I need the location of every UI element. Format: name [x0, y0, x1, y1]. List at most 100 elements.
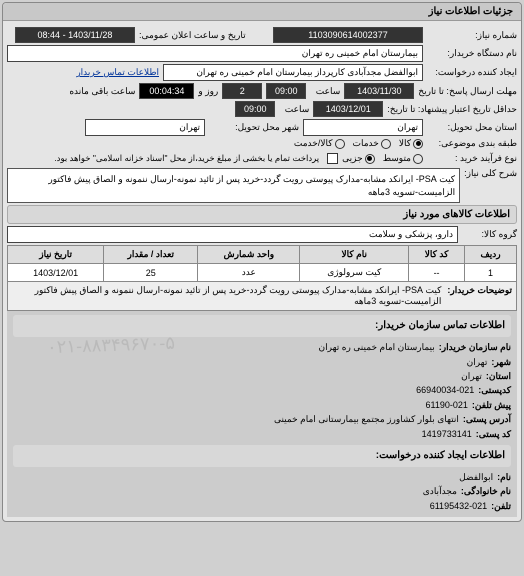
cell-qty: 25: [104, 264, 198, 282]
kv-province: استان: تهران: [13, 369, 511, 383]
province-label: استان:: [486, 369, 511, 383]
row-packaging: طبقه بندی موضوعی: کالا خدمات کالا/خدمت: [7, 138, 517, 149]
validity-label: حداقل تاریخ اعتبار پیشنهاد: تا تاریخ:: [387, 104, 517, 115]
kv-zip: کدپستی: 66940034-021: [13, 383, 511, 397]
process-radio-group: متوسط جزیی: [342, 153, 423, 164]
zip-value: 66940034-021: [416, 383, 474, 397]
need-number-label: شماره نیاز:: [427, 30, 517, 41]
address-label: آدرس پستی:: [463, 412, 511, 426]
details-panel: جزئیات اطلاعات نیاز شماره نیاز: 11030906…: [2, 2, 522, 522]
radio-kala-label: کالا: [399, 138, 411, 149]
cell-name: کیت سرولوژی: [300, 264, 409, 282]
remain-days-label: روز و: [198, 86, 218, 97]
org-label: نام سازمان خریدار:: [439, 340, 511, 354]
tel-label: تلفن:: [491, 499, 511, 513]
row-process: نوع فرآیند خرید : متوسط جزیی پرداخت تمام…: [7, 151, 517, 166]
phone-value: 61190-021: [426, 398, 468, 412]
delivery-city: تهران: [85, 119, 205, 136]
buyer-notes-value: کیت PSA- ایرانکد مشابه-مدارک پیوستی رویت…: [12, 285, 441, 307]
radio-dot-icon: [335, 139, 345, 149]
contact-link[interactable]: اطلاعات تماس خریدار: [76, 67, 159, 78]
col-name: نام کالا: [300, 246, 409, 264]
kv-tel: تلفن: 61195432-021: [13, 499, 511, 513]
col-code: کد کالا: [409, 246, 465, 264]
fname-label: نام:: [497, 470, 511, 484]
requester-label: ایجاد کننده درخواست:: [427, 67, 517, 78]
delivery-province-label: استان محل تحویل:: [427, 122, 517, 133]
radio-partial-label: جزیی: [342, 153, 363, 164]
lname-value: مجدآبادی: [423, 484, 457, 498]
process-label: نوع فرآیند خرید :: [427, 153, 517, 164]
radio-dot-icon: [381, 139, 391, 149]
goods-group-value: دارو، پزشکی و سلامت: [7, 226, 458, 243]
goods-section-title: اطلاعات کالاهای مورد نیاز: [7, 205, 517, 224]
kv-org: نام سازمان خریدار: بیمارستان امام خمینی ر…: [13, 340, 511, 354]
need-number-value: 1103090614002377: [273, 27, 423, 43]
remain-time: 00:04:34: [139, 83, 194, 99]
announce-value: 1403/11/28 - 08:44: [15, 27, 135, 43]
fname-value: ابوالفضل: [459, 470, 493, 484]
buyer-org-value: بیمارستان امام خمینی ره تهران: [7, 45, 423, 62]
requester-value: ابوالفضل مجدآبادی کارپرداز بیمارستان اما…: [163, 64, 423, 81]
zip-label: کدپستی:: [478, 383, 511, 397]
goods-group-label: گروه کالا:: [462, 229, 517, 240]
payment-note: پرداخت تمام یا بخشی از مبلغ خرید،از محل …: [50, 151, 323, 166]
time-label-2: ساعت: [279, 104, 309, 115]
kv-fname: نام: ابوالفضل: [13, 470, 511, 484]
pobox-value: 1419733141: [422, 427, 472, 441]
city-label: شهر:: [491, 355, 511, 369]
requester-section-title: اطلاعات ایجاد کننده درخواست:: [13, 445, 511, 467]
validity-time: 09:00: [235, 101, 275, 117]
kv-city: شهر:تهران: [13, 355, 511, 369]
cell-index: 1: [465, 264, 517, 282]
radio-small-label: متوسط: [383, 153, 411, 164]
payment-checkbox[interactable]: [327, 153, 338, 164]
row-general-title: شرح کلی نیاز: کیت PSA- ایرانکد مشابه-مدا…: [7, 168, 517, 203]
row-delivery: استان محل تحویل: تهران شهر محل تحویل: ته…: [7, 119, 517, 136]
lname-label: نام خانوادگی:: [461, 484, 511, 498]
cell-code: --: [409, 264, 465, 282]
radio-small[interactable]: متوسط: [383, 153, 423, 164]
buyer-notes-label: توضیحات خریدار:: [447, 285, 512, 307]
col-unit: واحد شمارش: [198, 246, 300, 264]
radio-partial[interactable]: جزیی: [342, 153, 375, 164]
panel-title: جزئیات اطلاعات نیاز: [3, 3, 521, 21]
row-requester: ایجاد کننده درخواست: ابوالفضل مجدآبادی ک…: [7, 64, 517, 81]
radio-both[interactable]: کالا/خدمت: [294, 138, 345, 149]
row-goods-group: گروه کالا: دارو، پزشکی و سلامت: [7, 226, 517, 243]
contact-section: ۰۲۱-۸۸۳۴۹۶۷۰-۵ اطلاعات تماس سازمان خریدا…: [7, 311, 517, 517]
time-label-1: ساعت: [310, 86, 340, 97]
address-value: انتهای بلوار کشاورز مجتمع بیمارستانی اما…: [274, 412, 459, 426]
kv-address: آدرس پستی: انتهای بلوار کشاورز مجتمع بیما…: [13, 412, 511, 426]
table-notes-row: توضیحات خریدار: کیت PSA- ایرانکد مشابه-م…: [8, 282, 517, 311]
row-need-number: شماره نیاز: 1103090614002377 تاریخ و ساع…: [7, 27, 517, 43]
col-index: ردیف: [465, 246, 517, 264]
phone-label: پیش تلفن:: [472, 398, 511, 412]
table-row: 1 -- کیت سرولوژی عدد 25 1403/12/01: [8, 264, 517, 282]
org-value: بیمارستان امام خمینی ره تهران: [319, 340, 435, 354]
row-buyer-org: نام دستگاه خریدار: بیمارستان امام خمینی …: [7, 45, 517, 62]
kv-pobox: کد پستی: 1419733141: [13, 427, 511, 441]
remain-days: 2: [222, 83, 262, 99]
tel-value: 61195432-021: [430, 499, 487, 513]
goods-table: ردیف کد کالا نام کالا واحد شمارش تعداد /…: [7, 245, 517, 311]
radio-kala[interactable]: کالا: [399, 138, 423, 149]
pobox-label: کد پستی:: [476, 427, 511, 441]
buyer-org-label: نام دستگاه خریدار:: [427, 48, 517, 59]
row-validity: حداقل تاریخ اعتبار پیشنهاد: تا تاریخ: 14…: [7, 101, 517, 117]
radio-dot-icon: [413, 139, 423, 149]
general-title-label: شرح کلی نیاز:: [464, 168, 517, 179]
packaging-label: طبقه بندی موضوعی:: [427, 138, 517, 149]
radio-khadamat-label: خدمات: [353, 138, 379, 149]
table-header-row: ردیف کد کالا نام کالا واحد شمارش تعداد /…: [8, 246, 517, 264]
radio-dot-icon: [365, 154, 375, 164]
delivery-city-label: شهر محل تحویل:: [209, 122, 299, 133]
radio-khadamat[interactable]: خدمات: [353, 138, 391, 149]
packaging-radio-group: کالا خدمات کالا/خدمت: [294, 138, 423, 149]
col-date: تاریخ نیاز: [8, 246, 104, 264]
row-deadline: مهلت ارسال پاسخ: تا تاریخ 1403/11/30 ساع…: [7, 83, 517, 99]
radio-both-label: کالا/خدمت: [294, 138, 333, 149]
province-value: تهران: [461, 369, 482, 383]
validity-date: 1403/12/01: [313, 101, 383, 117]
buyer-notes-cell: توضیحات خریدار: کیت PSA- ایرانکد مشابه-م…: [8, 282, 517, 311]
